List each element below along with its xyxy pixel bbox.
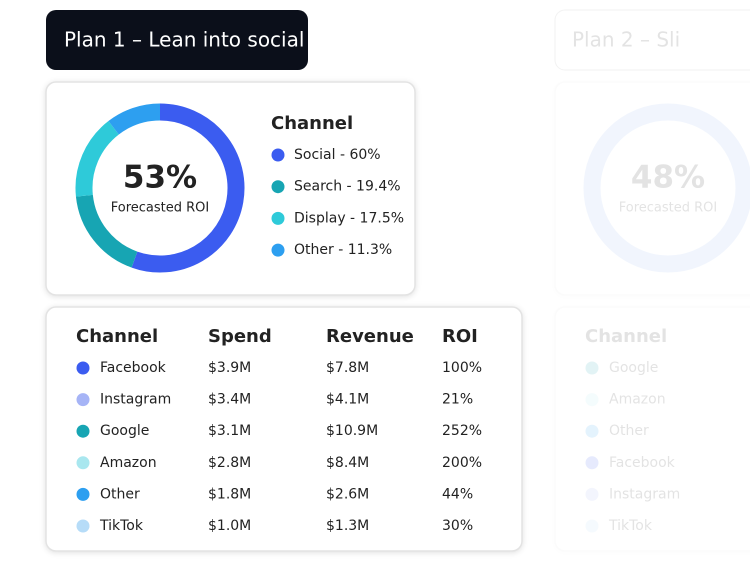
plan2-faded: Plan 2 – Sli 48% Forecasted ROI Channel G… [554, 9, 750, 552]
table-header: Revenue [326, 326, 414, 347]
row-dot [76, 456, 90, 470]
legend-dot [271, 243, 285, 257]
table-cell: Other [609, 423, 649, 439]
legend-title: Channel [271, 113, 353, 134]
legend-label: Other - 11.3% [294, 242, 392, 258]
table-cell: $1.8M [208, 486, 251, 502]
legend-dot [271, 211, 285, 225]
table-header: Channel [585, 326, 667, 347]
plan2-roi-label: Forecasted ROI [619, 201, 718, 216]
table-cell: 30% [442, 518, 473, 534]
table-cell: Google [100, 423, 149, 439]
row-dot [76, 519, 90, 533]
donut-segment [75, 194, 138, 268]
table-cell: TikTok [608, 518, 653, 534]
table-cell: $1.3M [326, 518, 369, 534]
table-cell: 100% [442, 360, 482, 376]
row-dot [76, 393, 90, 407]
table-card [45, 306, 523, 552]
table-cell: Instagram [100, 392, 171, 408]
table-cell: Other [100, 486, 140, 502]
row-dot [585, 487, 599, 501]
legend-dot [271, 180, 285, 194]
table-cell: Google [609, 360, 658, 376]
plan2-donut [583, 103, 750, 273]
table-cell: TikTok [99, 518, 144, 534]
table-cell: $3.9M [208, 360, 251, 376]
donut-segment [108, 103, 161, 135]
table-header: ROI [442, 326, 478, 347]
table-cell: $2.8M [208, 455, 251, 471]
table-cell: 21% [442, 392, 473, 408]
table-cell: Instagram [609, 486, 680, 502]
legend-label: Display - 17.5% [294, 210, 404, 226]
plan2-table-card [554, 306, 750, 552]
legend-dot [271, 148, 285, 162]
table-cell: $10.9M [326, 423, 378, 439]
table-header: Channel [76, 326, 158, 347]
table-cell: 252% [442, 423, 482, 439]
table-cell: 44% [442, 486, 473, 502]
plan-title-pill [46, 10, 308, 70]
plan2-title: Plan 2 – Sli [572, 28, 680, 52]
roi-value: 53% [123, 160, 197, 196]
donut-segment [75, 121, 120, 197]
table-cell: $1.0M [208, 518, 251, 534]
row-dot [585, 424, 599, 438]
row-dot [585, 393, 599, 407]
table-header: Spend [208, 326, 272, 347]
table-cell: $4.1M [326, 392, 369, 408]
row-dot [585, 361, 599, 375]
table-cell: Amazon [609, 392, 666, 408]
table-cell: $3.4M [208, 392, 251, 408]
plan2-title-pill [554, 9, 750, 71]
table-cell: $8.4M [326, 455, 369, 471]
table-cell: 200% [442, 455, 482, 471]
plan2-roi-value: 48% [631, 160, 705, 196]
table-cell: $2.6M [326, 486, 369, 502]
plan-title: Plan 1 – Lean into social [64, 28, 304, 52]
table-cell: $7.8M [326, 360, 369, 376]
row-dot [76, 424, 90, 438]
row-dot [76, 487, 90, 501]
table-cell: $3.1M [208, 423, 251, 439]
table-cell: Facebook [609, 455, 676, 471]
roi-label: Forecasted ROI [111, 201, 210, 216]
row-dot [585, 456, 599, 470]
row-dot [585, 519, 599, 533]
row-dot [76, 361, 90, 375]
table-cell: Facebook [100, 360, 167, 376]
table-cell: Amazon [100, 455, 157, 471]
legend-label: Search - 19.4% [294, 179, 401, 195]
donut-segment [131, 103, 245, 273]
plan2-card [554, 81, 750, 296]
legend-label: Social - 60% [294, 147, 381, 163]
